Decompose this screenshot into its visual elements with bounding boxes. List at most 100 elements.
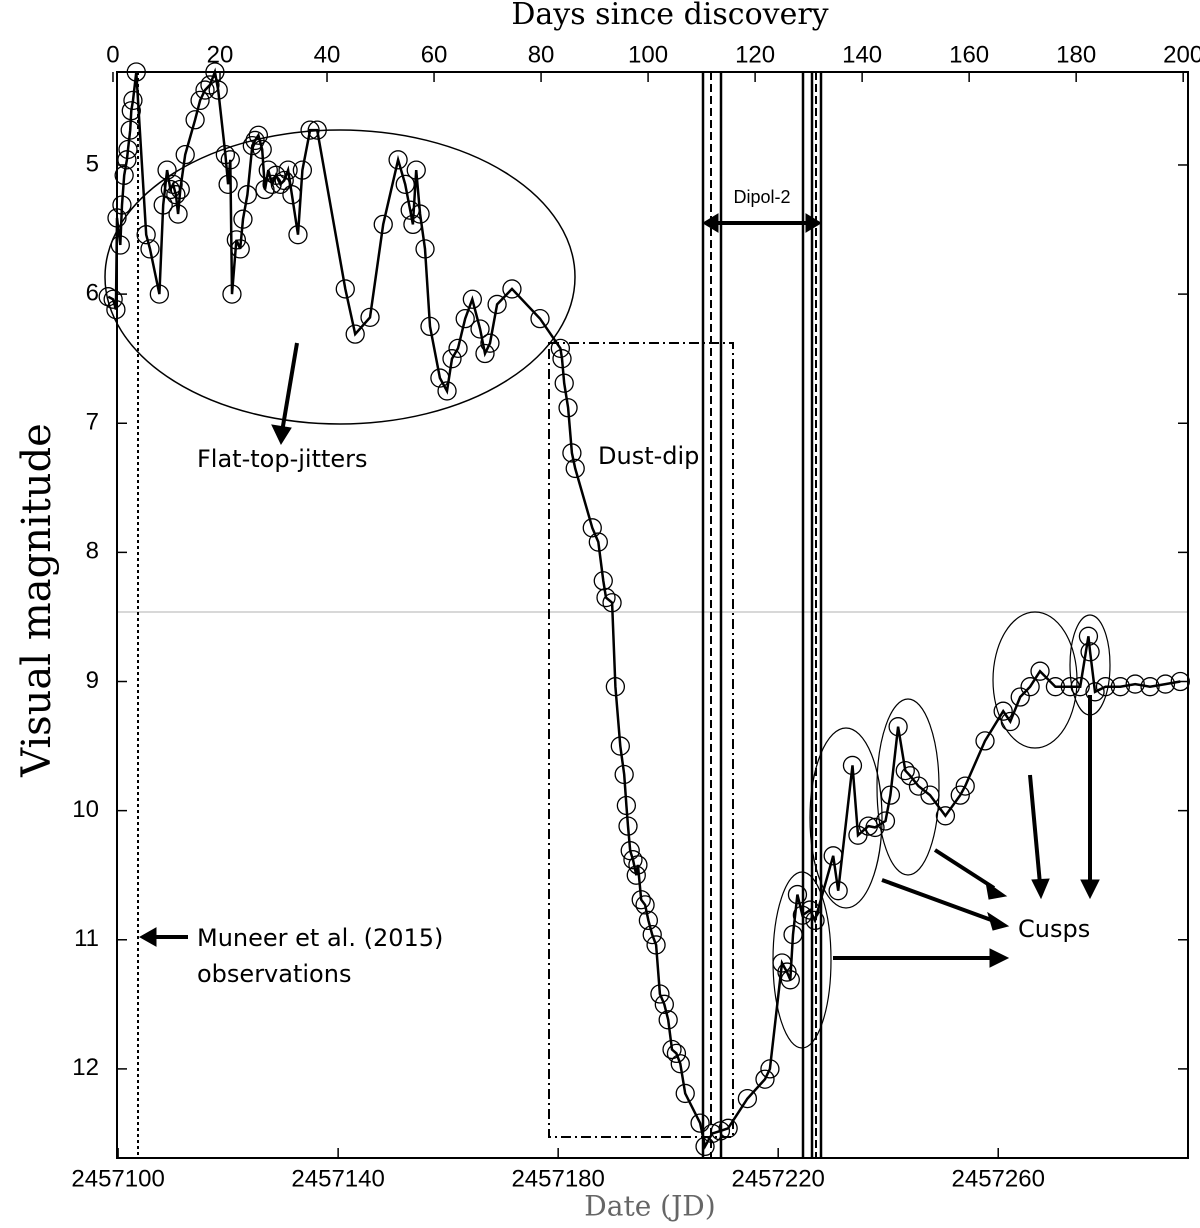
data-point [616,795,637,816]
data-point [400,200,420,220]
data-point [605,677,626,697]
data-point [662,1039,682,1060]
data-point [121,101,141,121]
data-point [690,1113,710,1133]
data-point [480,333,500,353]
plot-frame [116,71,1189,1159]
annotation: Cusps [1018,915,1090,943]
data-point [112,195,132,215]
data-point [262,174,282,194]
x-tick-label: 2457180 [511,1165,604,1192]
x2-tick-label: 80 [528,41,555,68]
data-point [278,160,298,180]
data-point [842,755,863,776]
y-tick-label: 5 [86,150,99,177]
data-point [670,1054,690,1074]
y-tick-label: 11 [74,925,99,952]
data-point [780,970,800,990]
data-point [610,736,630,756]
data-point [975,731,995,751]
data-point [900,766,920,786]
data-point [865,817,885,838]
data-point [168,204,188,224]
x-tick-label: 2457100 [71,1165,164,1192]
series-line [107,67,1181,1150]
data-point [1010,687,1030,707]
data-point [166,185,186,205]
data-point [718,1118,738,1138]
y-tick-label: 9 [86,667,99,694]
data-point [106,299,126,320]
data-point [1085,682,1105,702]
data-point [395,174,415,194]
arrow-head [271,424,292,446]
data-point [588,532,608,552]
data-point [160,179,181,200]
x2-tick-label: 160 [949,41,989,68]
data-point [1110,677,1130,697]
annotation: observations [197,960,351,988]
data-point [117,150,137,170]
data-point [205,62,225,82]
data-point [1125,674,1145,694]
data-point [475,343,495,364]
data-point [255,179,275,200]
data-point [658,1010,678,1030]
data-point [110,235,130,255]
data-point [1060,677,1080,697]
data-point [373,214,393,235]
x2-tick-label: 120 [735,41,775,68]
data-point [631,890,651,910]
data-point [403,214,423,235]
data-point [462,289,482,309]
data-point [650,984,670,1004]
data-point [920,785,940,805]
data-point [123,90,143,111]
x2-tick-label: 100 [628,41,668,68]
data-point [157,160,177,180]
data-point [208,80,228,100]
data-point [1030,661,1050,681]
data-point [558,398,578,418]
data-point [226,230,247,250]
arrow [881,878,995,923]
data-point [582,518,602,538]
data-point [888,717,908,737]
data-point [233,209,253,229]
data-point [487,294,507,315]
data-point [1000,711,1020,732]
data-point [502,279,522,299]
data-point [300,120,320,140]
data-point [635,895,655,915]
data-point [1020,677,1040,697]
data-point [170,179,190,200]
arrow [1028,774,1042,885]
data-point [140,239,160,259]
data-point [950,785,970,805]
annotation: Flat-top-jitters [197,445,368,473]
data-point [805,910,825,931]
x-tick-label: 2457220 [731,1165,824,1192]
data-point [654,994,674,1014]
x2-tick-label: 180 [1056,41,1096,68]
y-tick-label: 12 [72,1054,99,1081]
data-point [420,316,440,337]
data-point [215,144,236,165]
data-point [163,174,183,194]
data-point [626,865,646,885]
x2-tick-label: 140 [842,41,882,68]
data-point [1140,677,1160,697]
annotations [104,72,1111,1158]
x-tick-label: 2457140 [291,1165,384,1192]
data-point [875,811,896,831]
data-point [470,319,490,339]
data-point [455,308,475,329]
x2-tick-label: 200 [1163,41,1200,68]
data-point [550,338,571,358]
data-point [114,165,134,185]
data-point [562,443,582,463]
x2-axis-title: Days since discovery [511,0,828,32]
data-point [614,764,634,785]
data-point [593,571,613,591]
data-point [406,160,426,180]
